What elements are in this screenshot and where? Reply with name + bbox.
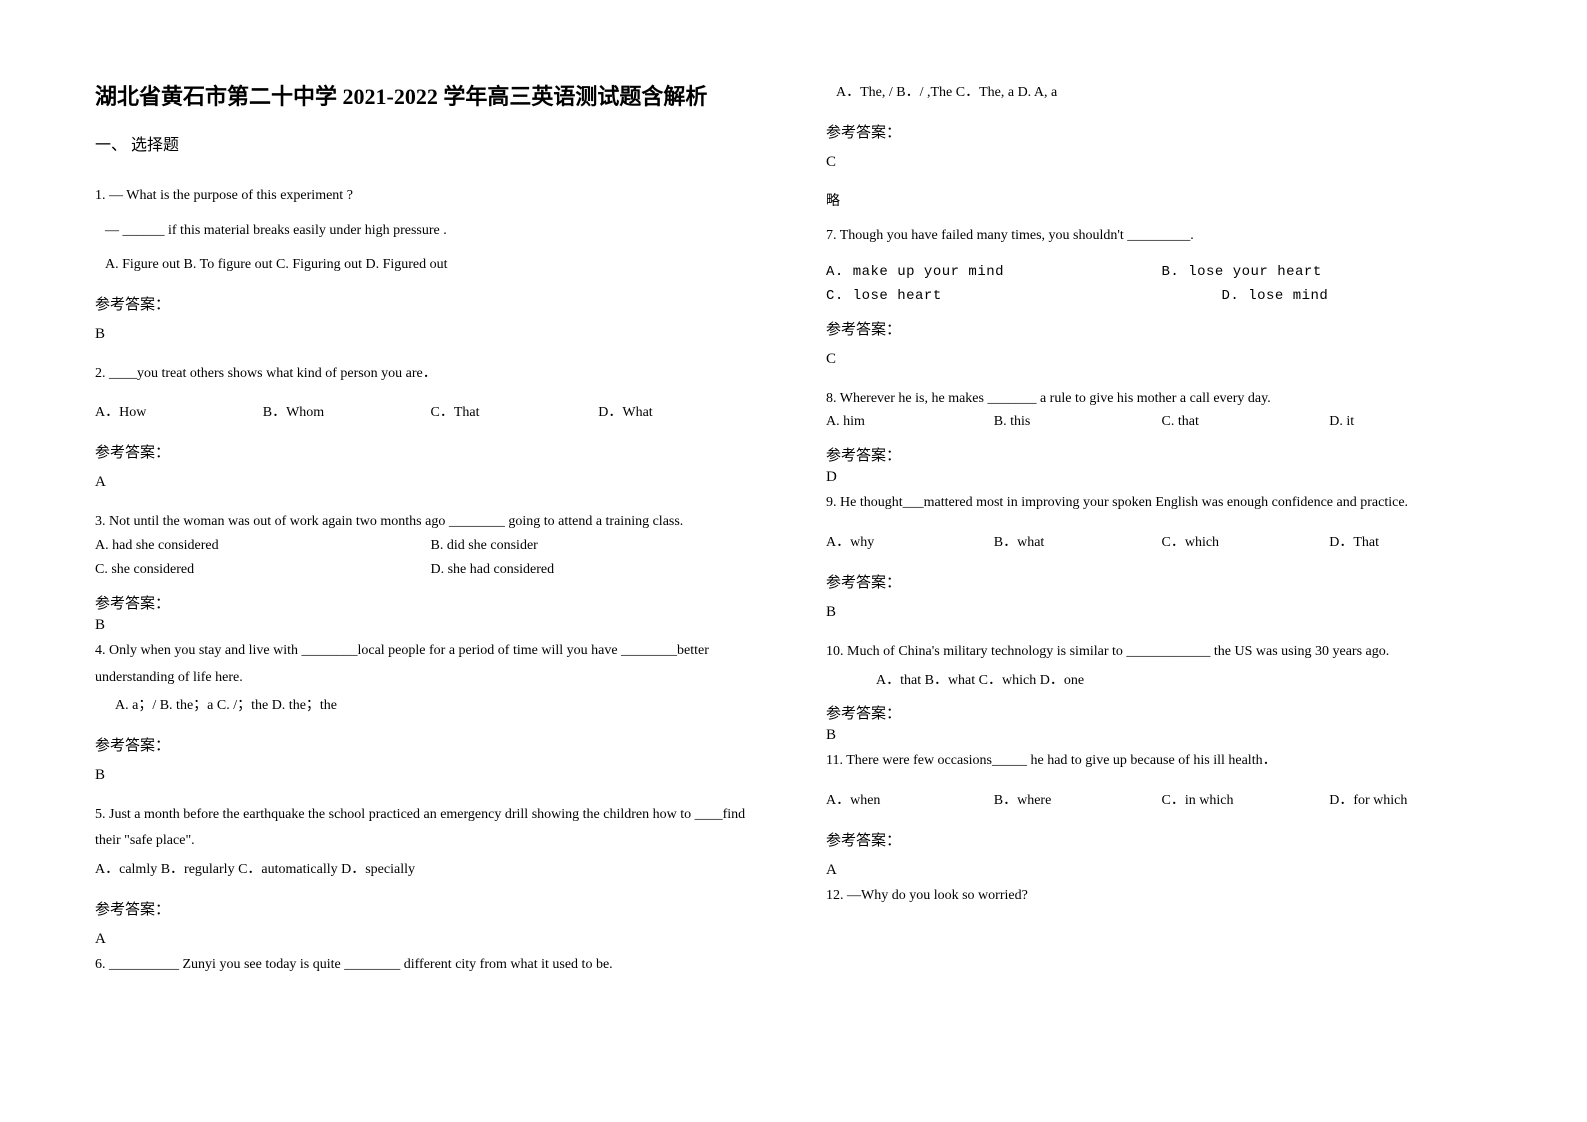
q10-options: A．that B．what C．which D．one <box>826 668 1497 695</box>
right-column: A．The, / B．/ ,The C．The, a D. A, a 参考答案：… <box>826 80 1497 1082</box>
q2-line1: 2. ____you treat others shows what kind … <box>95 361 766 388</box>
q3-opt-c: C. she considered <box>95 562 431 578</box>
q8-opt-b: B. this <box>994 414 1162 430</box>
q2-opt-d: D．What <box>598 401 766 421</box>
q3-opt-a: A. had she considered <box>95 538 431 554</box>
q10-answer: B <box>826 727 1497 744</box>
q1-answer: B <box>95 326 766 343</box>
q5-answer: A <box>95 931 766 948</box>
q11-answer: A <box>826 862 1497 879</box>
left-column: 湖北省黄石市第二十中学 2021-2022 学年高三英语测试题含解析 一、 选择… <box>95 80 766 1082</box>
q4-answer-label: 参考答案： <box>95 734 766 755</box>
q6-answer: C <box>826 154 1497 171</box>
q7-opt-a: A. make up your mind <box>826 264 1162 280</box>
q11-line1: 11. There were few occasions_____ he had… <box>826 748 1497 775</box>
q8-line1: 8. Wherever he is, he makes _______ a ru… <box>826 386 1497 413</box>
q6-line1: 6. __________ Zunyi you see today is qui… <box>95 952 766 979</box>
q11-opt-d: D．for which <box>1329 789 1497 809</box>
q8-opt-d: D. it <box>1329 414 1497 430</box>
q3-options-row2: C. she considered D. she had considered <box>95 562 766 578</box>
q4-options: A. a；/ B. the；a C. /；the D. the；the <box>95 693 766 720</box>
q11-options: A．when B．where C．in which D．for which <box>826 789 1497 809</box>
q3-opt-d: D. she had considered <box>431 562 767 578</box>
q9-answer: B <box>826 604 1497 621</box>
q7-line1: 7. Though you have failed many times, yo… <box>826 223 1497 250</box>
q10-answer-label: 参考答案： <box>826 702 1497 723</box>
q12-line1: 12. —Why do you look so worried? <box>826 883 1497 910</box>
q9-opt-b: B．what <box>994 531 1162 551</box>
q5-options: A．calmly B．regularly C．automatically D．s… <box>95 857 766 884</box>
q7-opt-c: C. lose heart <box>826 288 1102 304</box>
q9-options: A．why B．what C．which D．That <box>826 531 1497 551</box>
q4-line1: 4. Only when you stay and live with ____… <box>95 638 766 691</box>
q7-answer: C <box>826 351 1497 368</box>
q7-opt-b: B. lose your heart <box>1162 264 1498 280</box>
q3-options-row1: A. had she considered B. did she conside… <box>95 538 766 554</box>
q11-answer-label: 参考答案： <box>826 829 1497 850</box>
q1-answer-label: 参考答案： <box>95 293 766 314</box>
q2-opt-a: A．How <box>95 401 263 421</box>
q8-opt-a: A. him <box>826 414 994 430</box>
q6-options: A．The, / B．/ ,The C．The, a D. A, a <box>826 80 1497 107</box>
q11-opt-b: B．where <box>994 789 1162 809</box>
q9-answer-label: 参考答案： <box>826 571 1497 592</box>
q11-opt-c: C．in which <box>1162 789 1330 809</box>
q5-answer-label: 参考答案： <box>95 898 766 919</box>
q4-answer: B <box>95 767 766 784</box>
q9-opt-a: A．why <box>826 531 994 551</box>
q8-opt-c: C. that <box>1162 414 1330 430</box>
q2-opt-b: B．Whom <box>263 401 431 421</box>
q2-opt-c: C．That <box>431 401 599 421</box>
q2-options: A．How B．Whom C．That D．What <box>95 401 766 421</box>
q3-opt-b: B. did she consider <box>431 538 767 554</box>
q7-opt-d: D. lose mind <box>1102 288 1498 304</box>
q3-answer-label: 参考答案： <box>95 592 766 613</box>
q9-opt-d: D．That <box>1329 531 1497 551</box>
q2-answer: A <box>95 474 766 491</box>
q8-answer: D <box>826 469 1497 486</box>
q9-opt-c: C．which <box>1162 531 1330 551</box>
q8-answer-label: 参考答案： <box>826 444 1497 465</box>
doc-title: 湖北省黄石市第二十中学 2021-2022 学年高三英语测试题含解析 <box>95 80 766 113</box>
q7-answer-label: 参考答案： <box>826 318 1497 339</box>
q1-options: A. Figure out B. To figure out C. Figuri… <box>95 252 766 279</box>
q6-note: 略 <box>826 189 1497 216</box>
q3-line1: 3. Not until the woman was out of work a… <box>95 509 766 536</box>
q10-line1: 10. Much of China's military technology … <box>826 639 1497 666</box>
q6-answer-label: 参考答案： <box>826 121 1497 142</box>
q8-options: A. him B. this C. that D. it <box>826 414 1497 430</box>
q2-answer-label: 参考答案： <box>95 441 766 462</box>
q11-opt-a: A．when <box>826 789 994 809</box>
q3-answer: B <box>95 617 766 634</box>
q7-options-row2: C. lose heart D. lose mind <box>826 288 1497 304</box>
q5-line1: 5. Just a month before the earthquake th… <box>95 802 766 855</box>
q7-options-row1: A. make up your mind B. lose your heart <box>826 264 1497 280</box>
q1-line2: — ______ if this material breaks easily … <box>95 218 766 245</box>
q1-line1: 1. — What is the purpose of this experim… <box>95 183 766 210</box>
section-heading: 一、 选择题 <box>95 131 766 155</box>
q9-line1: 9. He thought___mattered most in improvi… <box>826 490 1497 517</box>
